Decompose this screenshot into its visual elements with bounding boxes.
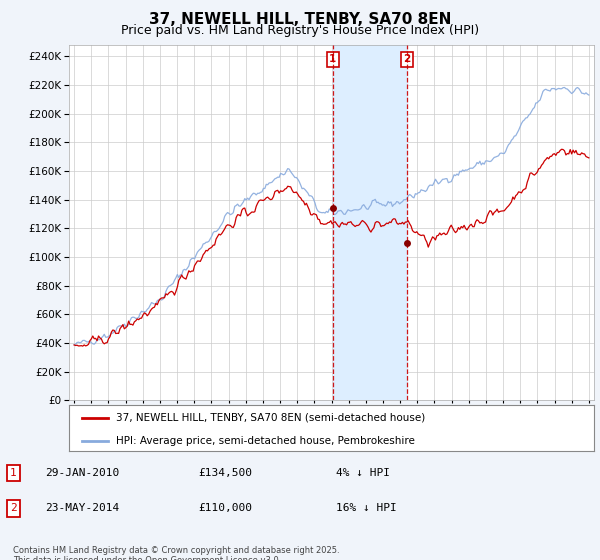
Text: £134,500: £134,500 [198,468,252,478]
Text: 23-MAY-2014: 23-MAY-2014 [45,503,119,514]
Text: Price paid vs. HM Land Registry's House Price Index (HPI): Price paid vs. HM Land Registry's House … [121,24,479,37]
Text: HPI: Average price, semi-detached house, Pembrokeshire: HPI: Average price, semi-detached house,… [116,436,415,446]
Text: 1: 1 [329,54,337,64]
Text: 37, NEWELL HILL, TENBY, SA70 8EN: 37, NEWELL HILL, TENBY, SA70 8EN [149,12,451,27]
Text: 2: 2 [403,54,410,64]
Text: 37, NEWELL HILL, TENBY, SA70 8EN (semi-detached house): 37, NEWELL HILL, TENBY, SA70 8EN (semi-d… [116,413,425,423]
Text: £110,000: £110,000 [198,503,252,514]
Bar [333,45,407,400]
Text: 1: 1 [10,468,17,478]
Text: 29-JAN-2010: 29-JAN-2010 [45,468,119,478]
Text: 16% ↓ HPI: 16% ↓ HPI [336,503,397,514]
Text: Contains HM Land Registry data © Crown copyright and database right 2025.
This d: Contains HM Land Registry data © Crown c… [13,546,340,560]
Text: 2: 2 [10,503,17,514]
Text: 4% ↓ HPI: 4% ↓ HPI [336,468,390,478]
